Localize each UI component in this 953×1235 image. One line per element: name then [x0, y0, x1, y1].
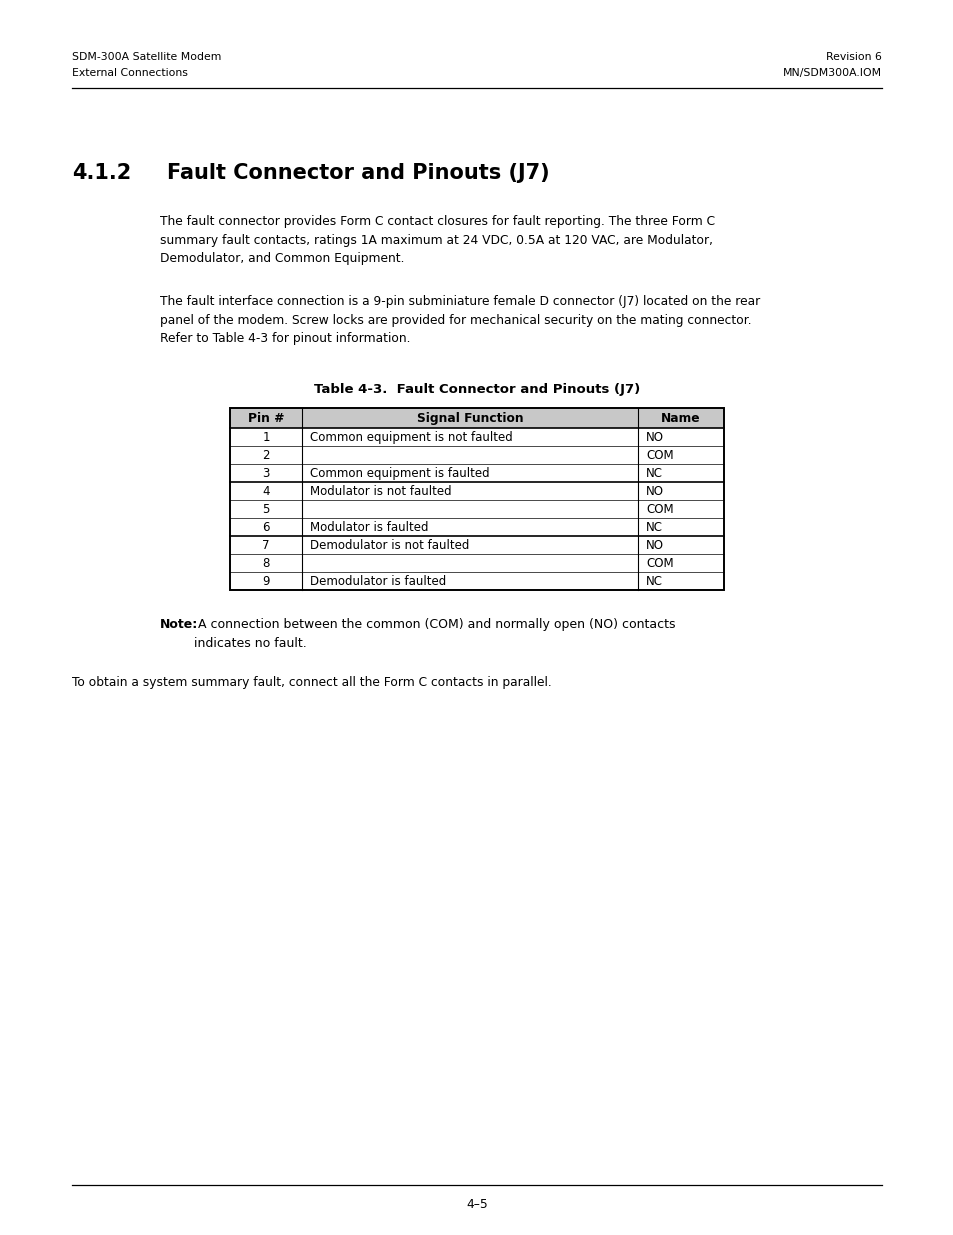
Text: Revision 6: Revision 6: [825, 52, 882, 62]
Text: NC: NC: [645, 574, 662, 588]
Text: SDM-300A Satellite Modem: SDM-300A Satellite Modem: [71, 52, 221, 62]
Text: NC: NC: [645, 520, 662, 534]
Text: Table 4-3.  Fault Connector and Pinouts (J7): Table 4-3. Fault Connector and Pinouts (…: [314, 383, 639, 396]
Text: The fault connector provides Form C contact closures for fault reporting. The th: The fault connector provides Form C cont…: [160, 215, 715, 266]
Text: External Connections: External Connections: [71, 68, 188, 78]
Text: 7: 7: [262, 538, 270, 552]
Text: Demodulator is not faulted: Demodulator is not faulted: [310, 538, 469, 552]
Text: Modulator is not faulted: Modulator is not faulted: [310, 484, 451, 498]
Bar: [230, 408, 723, 590]
Text: MN/SDM300A.IOM: MN/SDM300A.IOM: [782, 68, 882, 78]
Text: To obtain a system summary fault, connect all the Form C contacts in parallel.: To obtain a system summary fault, connec…: [71, 676, 551, 689]
Text: Pin #: Pin #: [248, 411, 284, 425]
Text: NC: NC: [645, 467, 662, 479]
Text: Modulator is faulted: Modulator is faulted: [310, 520, 428, 534]
Text: Common equipment is faulted: Common equipment is faulted: [310, 467, 489, 479]
Text: 5: 5: [262, 503, 270, 515]
Text: Fault Connector and Pinouts (J7): Fault Connector and Pinouts (J7): [167, 163, 549, 183]
Text: Note:: Note:: [160, 618, 198, 631]
Text: Signal Function: Signal Function: [416, 411, 523, 425]
Text: NO: NO: [645, 538, 663, 552]
Text: 1: 1: [262, 431, 270, 443]
Text: COM: COM: [645, 448, 673, 462]
Text: 2: 2: [262, 448, 270, 462]
Text: 4.1.2: 4.1.2: [71, 163, 132, 183]
Text: Common equipment is not faulted: Common equipment is not faulted: [310, 431, 512, 443]
Text: COM: COM: [645, 503, 673, 515]
Text: 9: 9: [262, 574, 270, 588]
Text: COM: COM: [645, 557, 673, 569]
Text: The fault interface connection is a 9-pin subminiature female D connector (J7) l: The fault interface connection is a 9-pi…: [160, 295, 760, 345]
Text: Name: Name: [660, 411, 700, 425]
Text: 3: 3: [262, 467, 270, 479]
Text: NO: NO: [645, 431, 663, 443]
Text: NO: NO: [645, 484, 663, 498]
Text: 4–5: 4–5: [466, 1198, 487, 1212]
Text: 6: 6: [262, 520, 270, 534]
Text: 4: 4: [262, 484, 270, 498]
Bar: [230, 408, 723, 429]
Text: A connection between the common (COM) and normally open (NO) contacts
indicates : A connection between the common (COM) an…: [193, 618, 675, 650]
Text: Demodulator is faulted: Demodulator is faulted: [310, 574, 446, 588]
Text: 8: 8: [262, 557, 270, 569]
